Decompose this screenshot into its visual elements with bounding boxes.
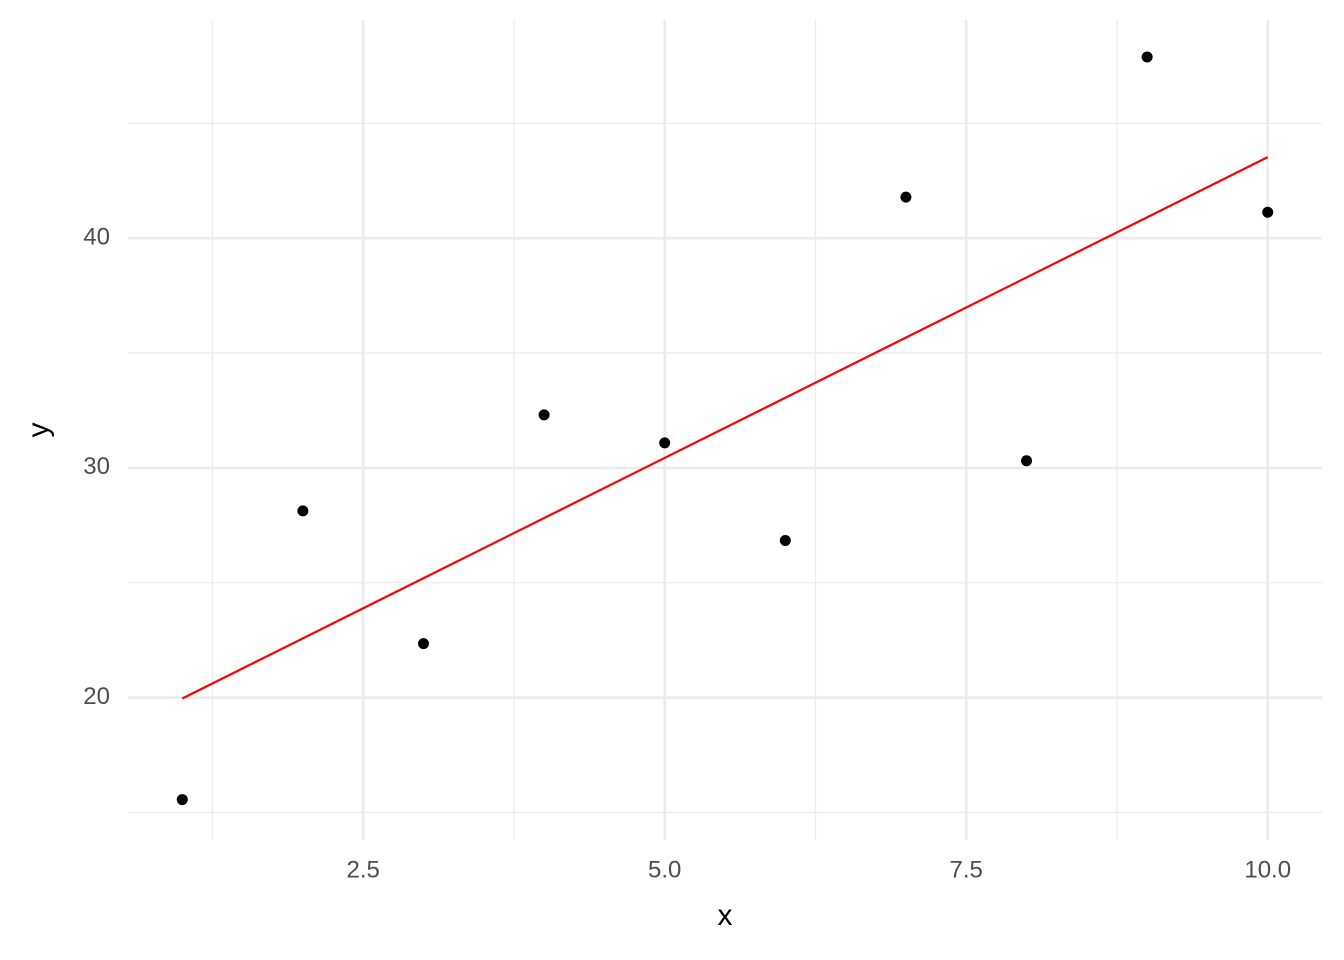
x-tick-label: 2.5 xyxy=(346,856,379,883)
point xyxy=(297,505,309,517)
point xyxy=(900,191,912,203)
point xyxy=(1141,51,1153,63)
point xyxy=(538,409,550,421)
y-tick-label: 30 xyxy=(83,453,110,480)
y-tick-label: 20 xyxy=(83,683,110,710)
x-axis-title: x xyxy=(718,899,733,932)
point xyxy=(779,534,791,546)
point xyxy=(1021,455,1033,467)
fit-line xyxy=(181,156,1269,700)
point xyxy=(417,638,429,650)
x-tick-label: 10.0 xyxy=(1244,856,1291,883)
point xyxy=(176,794,188,806)
point xyxy=(659,437,671,449)
x-tick-label: 5.0 xyxy=(648,856,681,883)
point xyxy=(1262,206,1274,218)
y-axis-title: y xyxy=(22,423,55,438)
x-tick-label: 7.5 xyxy=(950,856,983,883)
y-tick-label: 40 xyxy=(83,224,110,251)
